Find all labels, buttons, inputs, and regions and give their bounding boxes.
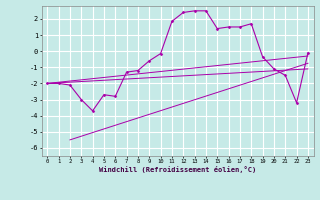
X-axis label: Windchill (Refroidissement éolien,°C): Windchill (Refroidissement éolien,°C): [99, 166, 256, 173]
